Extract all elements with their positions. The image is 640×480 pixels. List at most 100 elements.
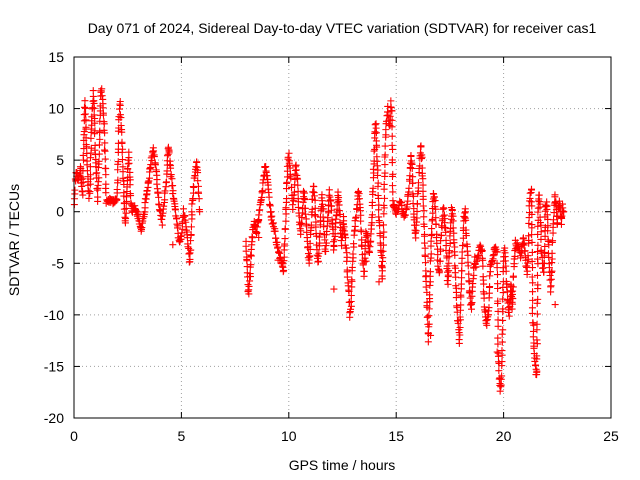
- data-point: [529, 296, 537, 304]
- data-points: [70, 85, 568, 395]
- data-point: [343, 273, 351, 281]
- data-point: [545, 253, 553, 261]
- data-point: [436, 257, 444, 265]
- data-point: [171, 206, 179, 214]
- data-point: [305, 259, 313, 267]
- data-point: [548, 249, 556, 257]
- data-point: [369, 184, 377, 192]
- data-point: [547, 282, 555, 290]
- data-point: [360, 267, 368, 275]
- data-point: [457, 301, 465, 309]
- data-point: [357, 217, 365, 225]
- data-point: [498, 358, 506, 366]
- data-point: [194, 169, 202, 177]
- data-point: [529, 264, 537, 272]
- data-point: [464, 251, 472, 259]
- data-point: [284, 153, 292, 161]
- data-point: [521, 247, 529, 255]
- data-point: [496, 387, 504, 395]
- data-point: [271, 227, 279, 235]
- data-point: [528, 238, 536, 246]
- x-axis-label: GPS time / hours: [289, 457, 396, 473]
- data-point: [301, 204, 309, 212]
- data-point: [419, 175, 427, 183]
- data-point: [190, 183, 198, 191]
- data-point: [87, 134, 95, 142]
- data-point: [493, 271, 501, 279]
- data-point: [381, 194, 389, 202]
- data-point: [457, 280, 465, 288]
- data-point: [421, 252, 429, 260]
- data-point: [335, 207, 343, 215]
- y-axis-label: SDTVAR / TECUs: [6, 184, 22, 296]
- data-point: [462, 216, 470, 224]
- data-point: [537, 228, 545, 236]
- data-point: [420, 223, 428, 231]
- data-point: [425, 305, 433, 313]
- data-point: [187, 246, 195, 254]
- data-point: [442, 228, 450, 236]
- data-point: [450, 229, 458, 237]
- data-point: [98, 85, 106, 93]
- x-tick-label: 0: [70, 428, 78, 444]
- data-point: [547, 275, 555, 283]
- data-point: [79, 151, 87, 159]
- data-point: [537, 221, 545, 229]
- data-point: [343, 257, 351, 265]
- data-point: [281, 225, 289, 233]
- data-point: [323, 227, 331, 235]
- data-point: [419, 202, 427, 210]
- data-point: [246, 270, 254, 278]
- data-point: [163, 167, 171, 175]
- data-point: [186, 255, 194, 263]
- data-point: [297, 227, 305, 235]
- data-point: [486, 272, 494, 280]
- data-point: [253, 223, 261, 231]
- data-point: [188, 200, 196, 208]
- data-point: [541, 248, 549, 256]
- data-point: [379, 241, 387, 249]
- data-point: [318, 191, 326, 199]
- data-point: [480, 280, 488, 288]
- y-tick-label: -15: [44, 358, 64, 374]
- data-point: [83, 143, 91, 151]
- data-point: [71, 186, 79, 194]
- y-tick-label: -20: [44, 410, 64, 426]
- data-point: [378, 275, 386, 283]
- data-point: [379, 221, 387, 229]
- data-point: [347, 297, 355, 305]
- data-point: [374, 171, 382, 179]
- data-point: [308, 205, 316, 213]
- data-point: [82, 110, 90, 118]
- data-point: [488, 258, 496, 266]
- data-point: [247, 252, 255, 260]
- data-point: [290, 188, 298, 196]
- data-point: [80, 117, 88, 125]
- data-point: [173, 214, 181, 222]
- data-point: [82, 116, 90, 124]
- data-point: [375, 206, 383, 214]
- data-point: [196, 208, 204, 216]
- data-point: [124, 165, 132, 173]
- data-point: [362, 257, 370, 265]
- data-point: [494, 340, 502, 348]
- data-point: [127, 192, 135, 200]
- data-point: [374, 194, 382, 202]
- data-point: [285, 149, 293, 157]
- data-point: [509, 272, 517, 280]
- data-point: [116, 102, 124, 110]
- data-point: [519, 234, 527, 242]
- data-point: [112, 195, 120, 203]
- data-point: [372, 129, 380, 137]
- data-point: [560, 208, 568, 216]
- data-point: [167, 171, 175, 179]
- data-point: [494, 284, 502, 292]
- y-tick-labels: -20 -15 -10 -5 0 5 10 15: [44, 49, 64, 426]
- data-point: [179, 205, 187, 213]
- data-point: [319, 213, 327, 221]
- x-tick-label: 20: [496, 428, 512, 444]
- data-point: [550, 216, 558, 224]
- data-point: [495, 367, 503, 375]
- data-point: [330, 236, 338, 244]
- data-point: [306, 239, 314, 247]
